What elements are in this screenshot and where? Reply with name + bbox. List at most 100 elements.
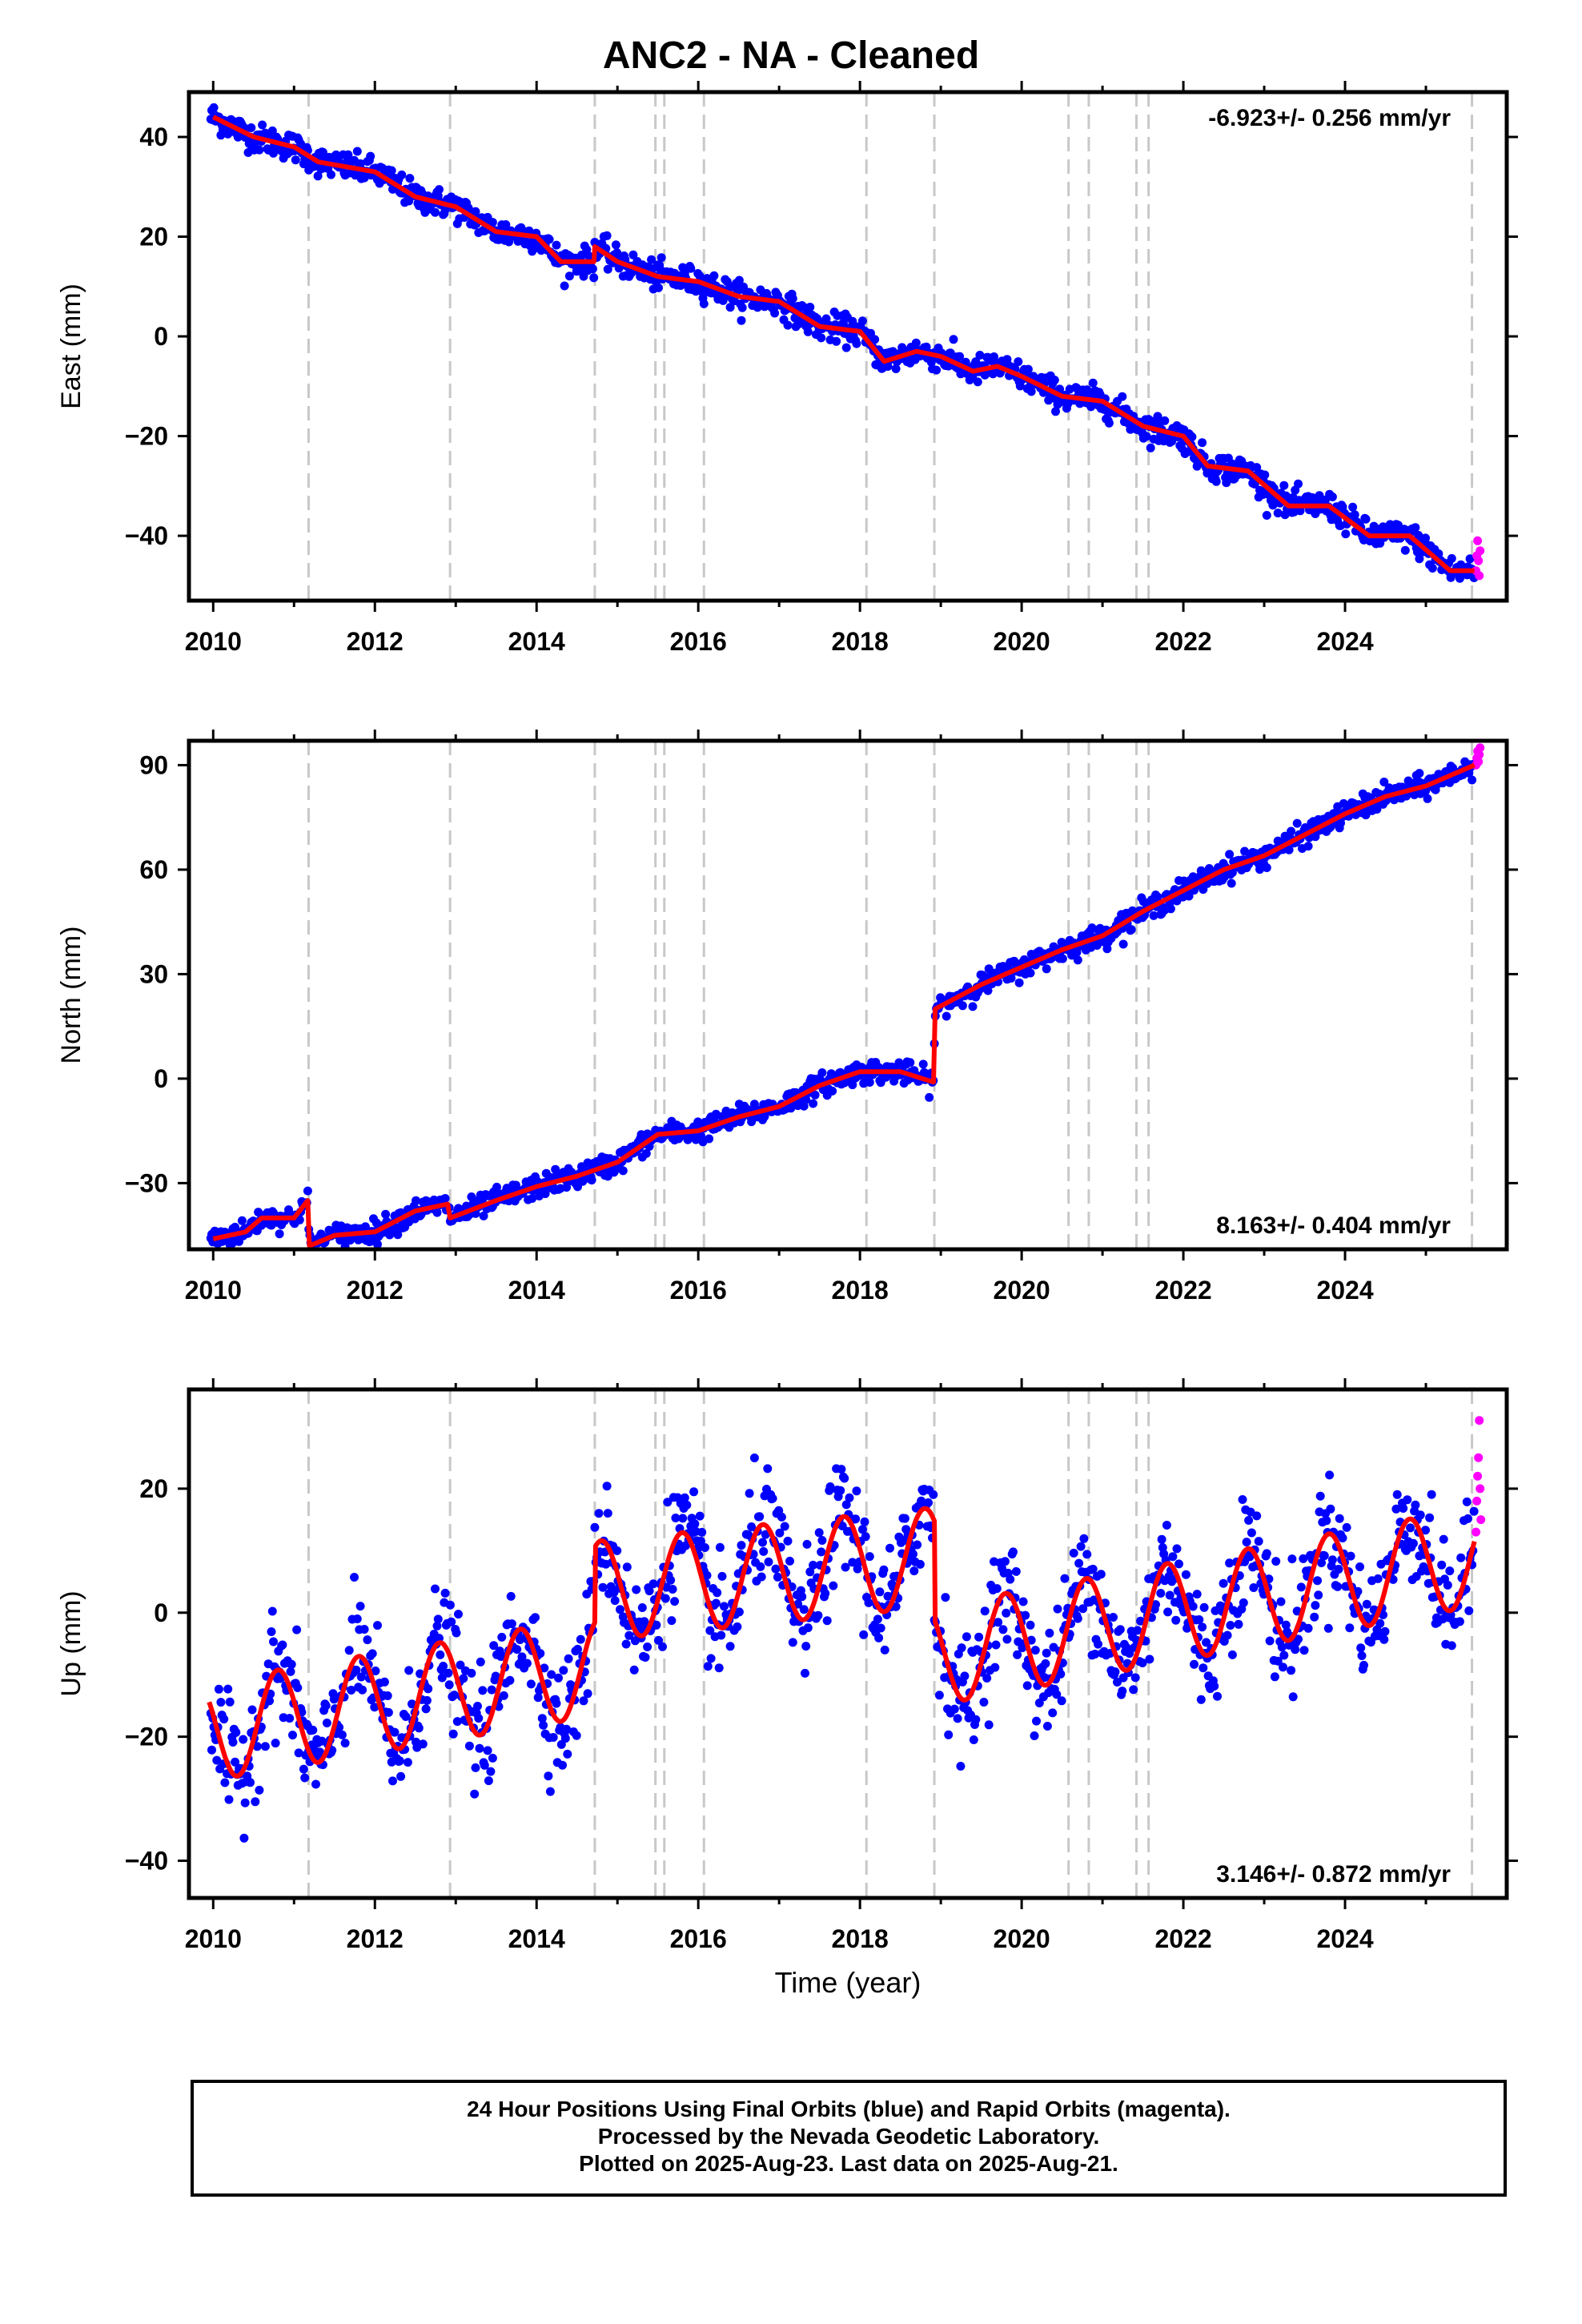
data-point (929, 1490, 938, 1499)
data-point (690, 1519, 700, 1529)
data-point (803, 1623, 813, 1633)
data-point (956, 1762, 966, 1771)
data-point (841, 1500, 851, 1510)
data-point (624, 1630, 634, 1640)
data-point (668, 1585, 677, 1594)
x-tick-label: 2022 (1154, 1924, 1211, 1953)
y-tick-label: −30 (125, 1168, 168, 1197)
data-point (678, 1514, 688, 1523)
data-point (1174, 1559, 1183, 1569)
data-point (544, 235, 554, 244)
data-point (942, 1011, 951, 1021)
data-point (764, 1557, 773, 1566)
data-point (452, 1628, 461, 1638)
data-point (734, 275, 744, 285)
y-axis-label: North (mm) (56, 927, 86, 1064)
data-point (773, 1572, 782, 1582)
data-point (450, 1691, 459, 1700)
rate-label: 8.163+/- 0.404 mm/yr (1216, 1212, 1451, 1239)
rapid-point (1474, 757, 1484, 766)
data-point (548, 1733, 558, 1742)
data-point (471, 207, 480, 216)
data-point (689, 1487, 699, 1497)
data-point (1317, 1558, 1326, 1567)
data-point (763, 1464, 773, 1474)
data-point (1199, 1663, 1208, 1673)
data-point (1190, 1659, 1199, 1669)
data-point (1445, 1566, 1455, 1576)
data-point (1195, 1615, 1204, 1624)
data-point (528, 1194, 537, 1203)
data-point (1279, 480, 1289, 490)
data-point (813, 1610, 823, 1620)
data-point (1000, 1557, 1010, 1566)
data-point (1009, 1547, 1018, 1557)
data-point (356, 1672, 366, 1682)
chart-title: ANC2 - NA - Cleaned (602, 34, 980, 77)
data-point (1244, 1516, 1254, 1525)
data-point (658, 1642, 667, 1651)
data-point (1252, 1511, 1262, 1521)
x-tick-label: 2022 (1154, 1276, 1211, 1305)
data-point (573, 1644, 582, 1654)
data-point (445, 1600, 455, 1610)
x-tick-label: 2012 (347, 1276, 404, 1305)
data-point (225, 1697, 235, 1707)
data-point (1277, 1642, 1287, 1652)
data-point (267, 1627, 276, 1636)
data-point (1245, 1552, 1255, 1562)
data-point (1156, 1589, 1166, 1598)
data-point (801, 1642, 811, 1651)
data-point (1030, 1731, 1039, 1740)
data-point (1058, 954, 1067, 963)
data-point (703, 1662, 713, 1671)
data-point (452, 1717, 462, 1727)
x-tick-label: 2010 (185, 627, 242, 656)
data-point (644, 1586, 654, 1596)
data-point (1279, 1651, 1289, 1660)
data-point (475, 1743, 484, 1753)
data-point (564, 1654, 573, 1663)
rapid-point (1475, 571, 1484, 581)
data-point (1415, 1510, 1425, 1520)
data-point (387, 166, 396, 175)
data-point (491, 1671, 500, 1681)
data-point (588, 264, 597, 274)
data-point (373, 1621, 382, 1630)
panel-1: 2010 2012 2014 2016 2018 2020 2022 2024 40 20 0 −20… (56, 81, 1518, 656)
final-orbit-points (206, 103, 1479, 583)
data-point (220, 1778, 230, 1787)
data-point (1129, 1685, 1138, 1695)
data-point (1219, 1578, 1228, 1588)
data-point (1271, 1557, 1281, 1566)
data-point (1350, 510, 1359, 520)
data-point (944, 1730, 954, 1739)
data-point (1411, 523, 1420, 533)
data-point (717, 1571, 727, 1581)
data-point (506, 1591, 516, 1601)
data-point (745, 1489, 754, 1498)
data-point (489, 1641, 499, 1651)
data-point (1375, 1618, 1385, 1628)
data-point (941, 1593, 950, 1602)
data-point (1226, 1621, 1235, 1630)
data-point (359, 1625, 369, 1634)
data-point (629, 1665, 639, 1675)
data-point (1303, 842, 1313, 851)
data-point (403, 1758, 412, 1767)
data-point (1373, 1574, 1383, 1583)
footer-line-2: Processed by the Nevada Geodetic Laborat… (597, 2124, 1100, 2149)
data-point (640, 1653, 650, 1662)
data-point (1115, 1625, 1125, 1634)
data-point (1006, 1574, 1015, 1584)
data-point (507, 1619, 516, 1629)
data-point (1334, 1565, 1343, 1574)
footer-line-1: 24 Hour Positions Using Final Orbits (bl… (467, 2097, 1231, 2121)
data-point (885, 1543, 894, 1553)
data-point (990, 352, 998, 361)
rapid-point (1475, 1416, 1484, 1425)
data-point (323, 1250, 331, 1259)
data-point (1299, 1646, 1309, 1655)
y-tick-label: −40 (125, 521, 168, 550)
data-point (1310, 1612, 1319, 1622)
